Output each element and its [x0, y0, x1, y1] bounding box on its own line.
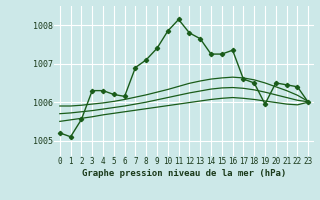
X-axis label: Graphe pression niveau de la mer (hPa): Graphe pression niveau de la mer (hPa) — [82, 169, 286, 178]
